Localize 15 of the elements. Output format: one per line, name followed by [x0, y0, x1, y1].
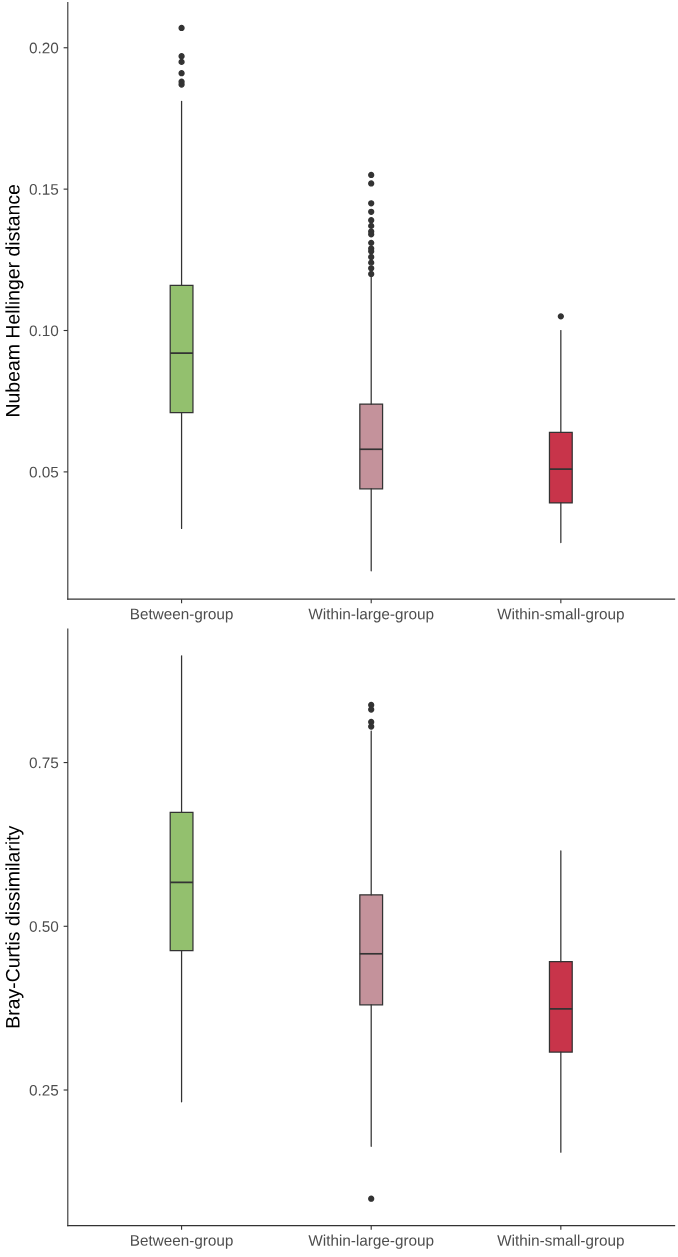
x-tick-label: Between-group [131, 608, 233, 623]
x-tick-label: Within-large-group [308, 1234, 434, 1249]
x-tick-label: Within-small-group [497, 1234, 624, 1249]
y-axis-title: Bray-Curtis dissimilarity [5, 825, 24, 1028]
y-tick-label: 0.20 [29, 42, 59, 54]
x-tick-label: Between-group [131, 1235, 233, 1249]
x-tick-label: Within-small-group [497, 608, 624, 623]
y-tick-label: 0.15 [29, 184, 59, 195]
y-tick-label: 0.50 [29, 921, 59, 932]
y-tick-label: 0.25 [29, 1084, 59, 1096]
y-tick-label: 0.05 [29, 466, 59, 478]
y-tick-label: 0.10 [29, 325, 59, 337]
y-axis-title: Nubeam Hellinger distance [5, 184, 24, 416]
x-tick-label: Within-large-group [308, 608, 434, 623]
y-tick-label: 0.75 [29, 757, 59, 769]
